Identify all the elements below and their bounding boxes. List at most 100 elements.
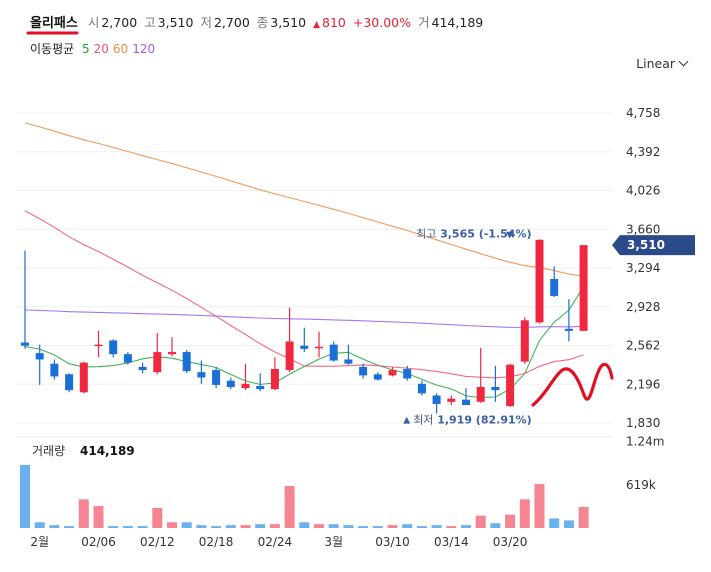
ma-legend-item-60[interactable]: 60 [112,42,129,56]
ma-line-20 [24,210,584,379]
volume-bar [196,525,207,528]
candle-body [79,362,88,393]
volume-bar [431,525,442,528]
volume-bar [108,526,119,528]
candle-body [35,353,44,360]
volume-bar [181,522,192,528]
candle-body [432,395,441,404]
candle-body [506,364,515,407]
scale-dropdown[interactable]: Linear [636,56,689,71]
candle-body [564,328,573,331]
candle-body [197,372,206,378]
candle-body [329,344,338,361]
volume-label: 거 [418,15,430,30]
ma-legend-item-20[interactable]: 20 [93,42,109,56]
candle-body [109,340,118,355]
candle-body [359,366,368,376]
volume-bar [225,525,236,528]
high-marker-value: 3,565 (-1.54%) [440,227,531,240]
candle-body [285,341,294,371]
moving-average-legend: 이동평균 5 20 60 120 [30,40,163,57]
x-tick-label: 02/18 [199,535,234,549]
candle-body [21,342,29,346]
current-price-label: 3,510 [627,238,665,252]
volume-bar [137,526,148,528]
y-tick-label: 2,562 [626,339,660,353]
close-label: 종 [256,15,269,30]
candle-body [373,374,382,380]
scale-label: Linear [636,56,675,71]
stock-name[interactable]: 올리패스 [30,16,78,31]
x-tick-label: 02/24 [258,535,293,549]
low-marker-value: 1,919 (82.91%) [437,414,532,427]
candle-body [168,352,176,355]
moving-average-label: 이동평균 [30,42,75,56]
candle-body [226,380,235,388]
candle-body [94,344,103,347]
volume-bar [461,525,471,528]
volume-bar [358,526,369,528]
volume-bar [549,518,560,528]
candle-body [241,383,250,389]
x-tick-label: 03/10 [375,535,410,549]
candle-body [417,383,426,394]
change-value: 810 [322,15,346,30]
volume-bar [284,485,295,528]
x-tick-label: 3월 [324,535,343,549]
candle-body [476,387,485,402]
volume-bar [490,523,501,528]
volume-bar [475,515,486,528]
volume-panel-label: 거래량 [32,444,65,458]
volume-bar [372,526,383,528]
handdrawn-annotation [531,362,614,407]
volume-bar [563,520,574,528]
volume-bar [34,522,45,528]
volume-bar [152,507,163,528]
candle-body [462,399,470,406]
y-tick-label: 4,026 [626,184,660,198]
volume-bar [534,484,545,528]
candle-body [256,385,265,390]
x-tick-label: 02/06 [81,535,116,549]
volume-bar [314,524,324,528]
volume-bar [211,526,222,528]
volume-panel-value: 414,189 [80,444,135,458]
volume-bar [578,506,589,528]
open-label: 시 [87,15,100,30]
x-tick-label: 03/20 [493,535,528,549]
y-tick-label: 1,830 [626,416,660,430]
candle-body [138,366,147,371]
volume-bar [78,499,89,528]
volume-bar [49,525,60,528]
candle-body [50,363,59,377]
candle-body [182,352,191,372]
volume-bar [416,526,427,528]
volume-bar [402,524,413,528]
volume-bar [64,526,75,528]
high-value: 3,510 [157,15,194,30]
volume-bar [519,499,530,528]
ma-legend-item-5[interactable]: 5 [82,42,90,56]
candle-body [550,279,559,296]
open-value: 2,700 [101,15,138,30]
volume-value: 414,189 [431,15,484,30]
volume-tick-label: 1.24m [626,435,664,449]
y-tick-label: 2,928 [626,300,660,314]
ma-legend-item-120[interactable]: 120 [132,42,156,56]
candle-body [65,374,74,391]
volume-bar [93,506,104,528]
close-value: 3,510 [270,15,307,30]
volume-bar [505,514,516,528]
high-label: 고 [144,15,156,30]
candle-body [535,239,544,323]
y-tick-label: 3,660 [626,222,660,236]
candle-body [270,369,279,390]
low-marker-label: 최저 [413,414,433,427]
volume-bar [122,526,133,528]
volume-bar [240,525,251,528]
volume-bar [328,524,339,528]
candle-body [153,352,162,373]
up-arrow-icon: ▲ [313,20,321,30]
ma-line-60 [24,122,584,277]
x-tick-label: 2월 [30,535,49,549]
